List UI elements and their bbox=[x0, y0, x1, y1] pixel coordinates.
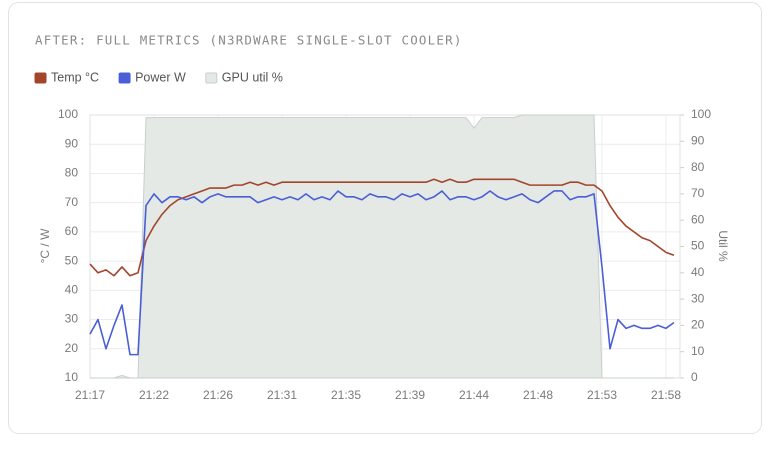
legend-swatch bbox=[34, 72, 47, 84]
y-tick-label: 70 bbox=[65, 195, 79, 209]
y2-tick-label: 50 bbox=[691, 239, 705, 253]
x-tick-label: 21:58 bbox=[651, 388, 681, 402]
y2-tick-label: 80 bbox=[691, 160, 705, 174]
y2-tick-label: 0 bbox=[691, 370, 698, 384]
y-tick-label: 50 bbox=[65, 253, 79, 267]
y-tick-label: 60 bbox=[65, 224, 79, 238]
legend-label: GPU util % bbox=[222, 70, 283, 84]
y-tick-label: 40 bbox=[65, 283, 79, 297]
y-tick-label: 80 bbox=[65, 166, 79, 180]
legend-swatch bbox=[205, 72, 218, 84]
y-tick-label: 100 bbox=[58, 107, 78, 121]
x-tick-label: 21:17 bbox=[75, 388, 105, 402]
y-tick-label: 20 bbox=[65, 341, 79, 355]
x-tick-label: 21:39 bbox=[395, 388, 425, 402]
y-tick-label: 30 bbox=[65, 312, 79, 326]
y2-tick-label: 90 bbox=[691, 133, 705, 147]
y2-tick-label: 20 bbox=[691, 318, 705, 332]
y-tick-label: 10 bbox=[65, 370, 79, 384]
x-tick-label: 21:44 bbox=[459, 388, 489, 402]
legend-label: Temp °C bbox=[51, 70, 99, 84]
x-tick-label: 21:31 bbox=[267, 388, 297, 402]
y2-tick-label: 70 bbox=[691, 186, 705, 200]
line bbox=[89, 190, 675, 356]
chart-title: AFTER: FULL METRICS (N3RDWARE SINGLE-SLO… bbox=[35, 33, 463, 48]
x-tick-label: 21:26 bbox=[203, 388, 233, 402]
x-tick-label: 21:35 bbox=[331, 388, 361, 402]
y-axis-title: °C / W bbox=[38, 228, 52, 263]
y2-tick-label: 60 bbox=[691, 212, 705, 226]
y-tick-label: 90 bbox=[65, 136, 79, 150]
x-tick-label: 21:22 bbox=[139, 388, 169, 402]
x-tick-label: 21:53 bbox=[587, 388, 617, 402]
legend-label: Power W bbox=[135, 70, 186, 84]
y2-tick-label: 30 bbox=[691, 291, 705, 305]
line bbox=[89, 178, 675, 277]
y2-tick-label: 40 bbox=[691, 265, 705, 279]
y2-tick-label: 10 bbox=[691, 344, 705, 358]
legend-swatch bbox=[118, 72, 131, 84]
x-tick-label: 21:48 bbox=[523, 388, 553, 402]
y2-axis-title: Util % bbox=[716, 230, 730, 262]
y2-tick-label: 100 bbox=[691, 107, 711, 121]
area bbox=[90, 114, 674, 379]
